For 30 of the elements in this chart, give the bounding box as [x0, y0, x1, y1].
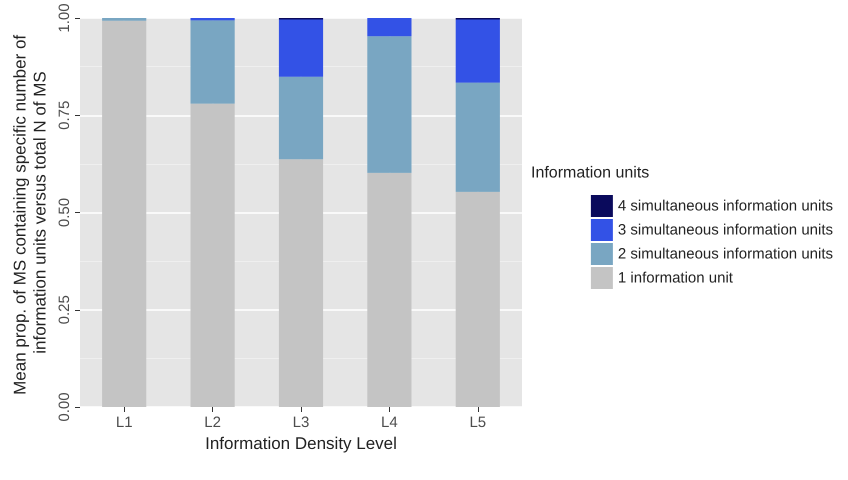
legend-label: 1 information unit — [618, 270, 734, 286]
x-tick-label: L2 — [204, 414, 221, 431]
y-tick-label: 0.00 — [56, 392, 73, 422]
x-tick-label: L5 — [469, 414, 486, 431]
legend-label: 3 simultaneous information units — [618, 222, 834, 238]
x-tick-label: L1 — [116, 414, 133, 431]
bar — [278, 76, 324, 160]
y-tick-label: 0.75 — [56, 100, 73, 130]
bar — [456, 192, 500, 407]
legend-label: 4 simultaneous information units — [618, 198, 834, 214]
bar — [278, 20, 324, 77]
bar — [367, 172, 412, 407]
x-tick-label: L3 — [292, 414, 310, 431]
x-axis-title: Information Density Level — [205, 434, 397, 453]
y-tick-label: 1.00 — [56, 3, 73, 33]
bar — [456, 20, 500, 83]
legend-label: 2 simultaneous information units — [618, 246, 834, 262]
y-tick-label: 0.25 — [56, 295, 73, 324]
bar — [367, 18, 412, 36]
bar — [102, 18, 146, 21]
x-tick-label: L4 — [381, 414, 398, 431]
bar — [190, 104, 235, 407]
y-tick-label: 0.50 — [56, 198, 73, 228]
bar — [102, 20, 146, 407]
bar — [456, 82, 500, 192]
bar — [278, 159, 324, 407]
y-axis-title: Mean prop. of MS containing specific number of information units versus total N of MS — [10, 30, 50, 395]
bar — [190, 20, 235, 104]
bar — [367, 36, 412, 173]
legend-title: Information units — [531, 164, 650, 182]
